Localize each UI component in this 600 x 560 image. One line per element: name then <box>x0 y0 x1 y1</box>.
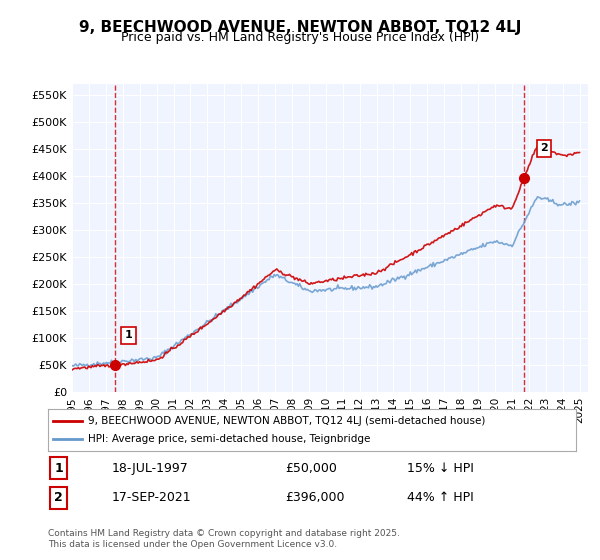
Text: 2: 2 <box>54 491 63 504</box>
Text: 1: 1 <box>125 330 133 340</box>
Text: Price paid vs. HM Land Registry's House Price Index (HPI): Price paid vs. HM Land Registry's House … <box>121 31 479 44</box>
Text: 15% ↓ HPI: 15% ↓ HPI <box>407 462 474 475</box>
Text: 2: 2 <box>541 143 548 153</box>
Text: £50,000: £50,000 <box>286 462 337 475</box>
Text: 9, BEECHWOOD AVENUE, NEWTON ABBOT, TQ12 4LJ (semi-detached house): 9, BEECHWOOD AVENUE, NEWTON ABBOT, TQ12 … <box>88 416 485 426</box>
Text: 1: 1 <box>54 462 63 475</box>
Text: HPI: Average price, semi-detached house, Teignbridge: HPI: Average price, semi-detached house,… <box>88 434 370 444</box>
Text: 17-SEP-2021: 17-SEP-2021 <box>112 491 191 504</box>
Text: £396,000: £396,000 <box>286 491 345 504</box>
Text: 18-JUL-1997: 18-JUL-1997 <box>112 462 188 475</box>
Text: Contains HM Land Registry data © Crown copyright and database right 2025.
This d: Contains HM Land Registry data © Crown c… <box>48 529 400 549</box>
Text: 44% ↑ HPI: 44% ↑ HPI <box>407 491 474 504</box>
Text: 9, BEECHWOOD AVENUE, NEWTON ABBOT, TQ12 4LJ: 9, BEECHWOOD AVENUE, NEWTON ABBOT, TQ12 … <box>79 20 521 35</box>
